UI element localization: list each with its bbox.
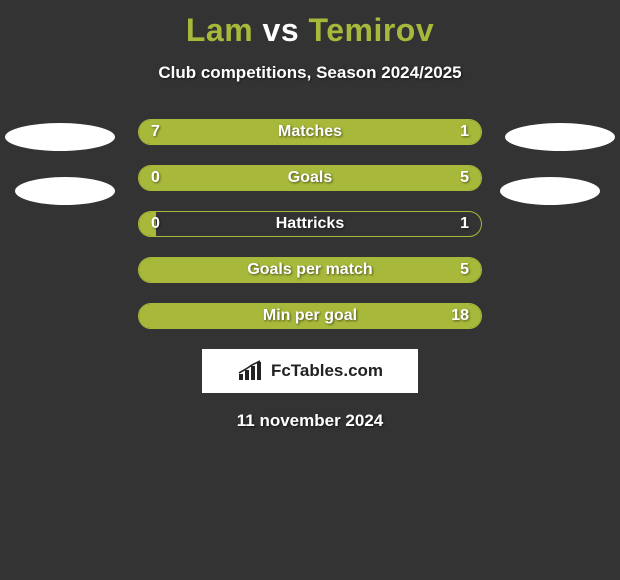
title-vs: vs	[263, 12, 300, 48]
player2-flag-placeholder	[500, 177, 600, 205]
bar-row: 01Hattricks	[138, 211, 482, 237]
bar-row: 05Goals	[138, 165, 482, 191]
player1-logo-placeholder	[5, 123, 115, 151]
bar-label: Goals per match	[139, 258, 481, 282]
brand-text: FcTables.com	[271, 361, 383, 381]
bar-row: 5Goals per match	[138, 257, 482, 283]
title-player1: Lam	[186, 12, 253, 48]
title-player2: Temirov	[309, 12, 435, 48]
comparison-bars: 71Matches 05Goals 01Hattricks 5Goals per ma…	[0, 119, 620, 329]
brand-box: FcTables.com	[202, 349, 418, 393]
bars-icon	[237, 360, 265, 382]
bar-label: Hattricks	[139, 212, 481, 236]
player1-flag-placeholder	[15, 177, 115, 205]
player2-logo-placeholder	[505, 123, 615, 151]
date-text: 11 november 2024	[0, 411, 620, 431]
bar-row: 18Min per goal	[138, 303, 482, 329]
bar-label: Goals	[139, 166, 481, 190]
page-title: Lam vs Temirov	[0, 0, 620, 49]
bar-label: Matches	[139, 120, 481, 144]
subtitle: Club competitions, Season 2024/2025	[0, 63, 620, 83]
bar-row: 71Matches	[138, 119, 482, 145]
bar-label: Min per goal	[139, 304, 481, 328]
